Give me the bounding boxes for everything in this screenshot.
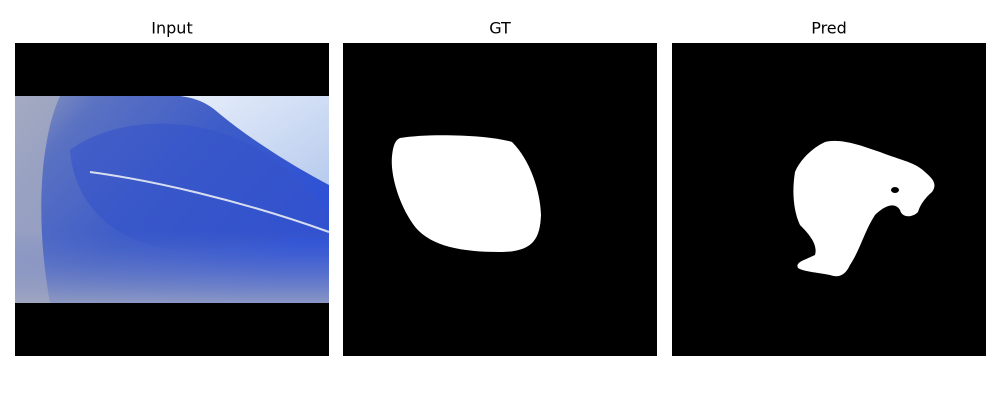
panel-title: GT [489, 19, 511, 38]
input-image [15, 43, 329, 356]
panel-title: Input [151, 19, 192, 38]
gt-mask [343, 43, 657, 356]
panel-title: Pred [811, 19, 847, 38]
pred-mask [672, 43, 986, 356]
